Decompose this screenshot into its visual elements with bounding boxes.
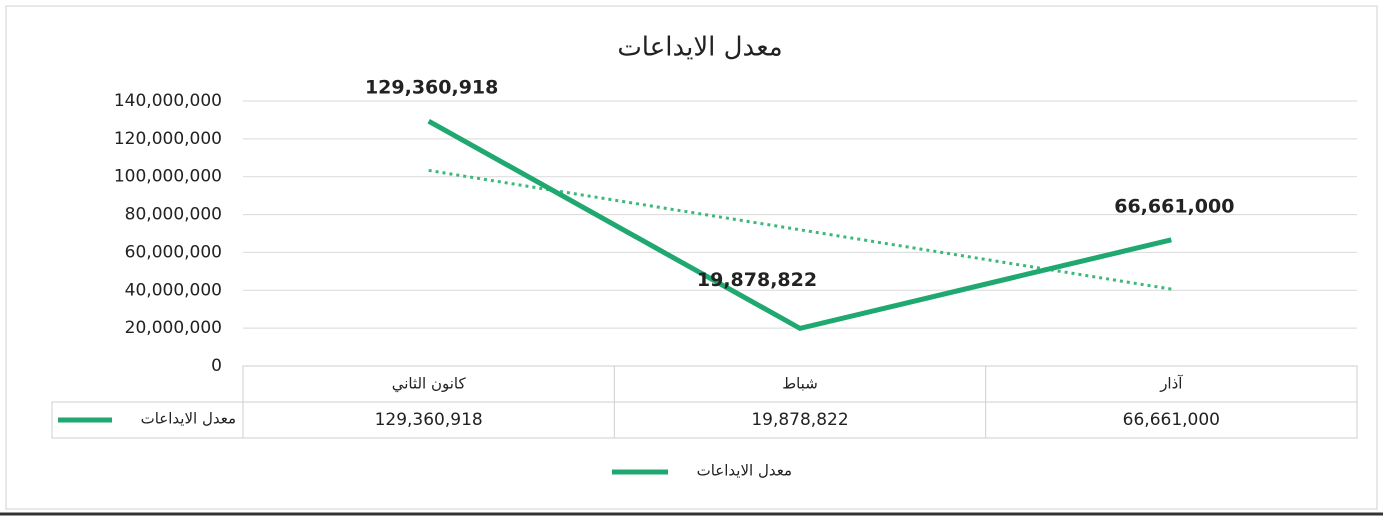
x-tick-label: شباط	[782, 375, 818, 393]
chart-title: معدل الايداعات	[617, 33, 782, 63]
y-tick-label: 120,000,000	[114, 129, 222, 149]
table-value: 19,878,822	[751, 410, 848, 430]
chart-border	[5, 5, 1378, 510]
table-row-label: معدل الايداعات	[141, 410, 236, 428]
data-label: 66,661,000	[1114, 195, 1234, 217]
legend-label: معدل الايداعات	[697, 462, 792, 480]
table-value: 66,661,000	[1123, 410, 1220, 430]
y-tick-label: 0	[211, 356, 222, 376]
y-tick-label: 40,000,000	[125, 280, 222, 300]
y-tick-label: 80,000,000	[125, 205, 222, 225]
data-label: 19,878,822	[697, 269, 817, 291]
data-label: 129,360,918	[365, 77, 498, 99]
table-value: 129,360,918	[375, 410, 483, 430]
y-tick-label: 60,000,000	[125, 242, 222, 262]
y-tick-label: 100,000,000	[114, 167, 222, 187]
table-row-header	[51, 401, 244, 439]
line-series	[427, 118, 1172, 332]
x-tick-label: آذار	[1159, 375, 1183, 393]
y-tick-label: 140,000,000	[114, 91, 222, 111]
x-tick-label: كانون الثاني	[392, 375, 467, 394]
y-tick-label: 20,000,000	[125, 318, 222, 338]
